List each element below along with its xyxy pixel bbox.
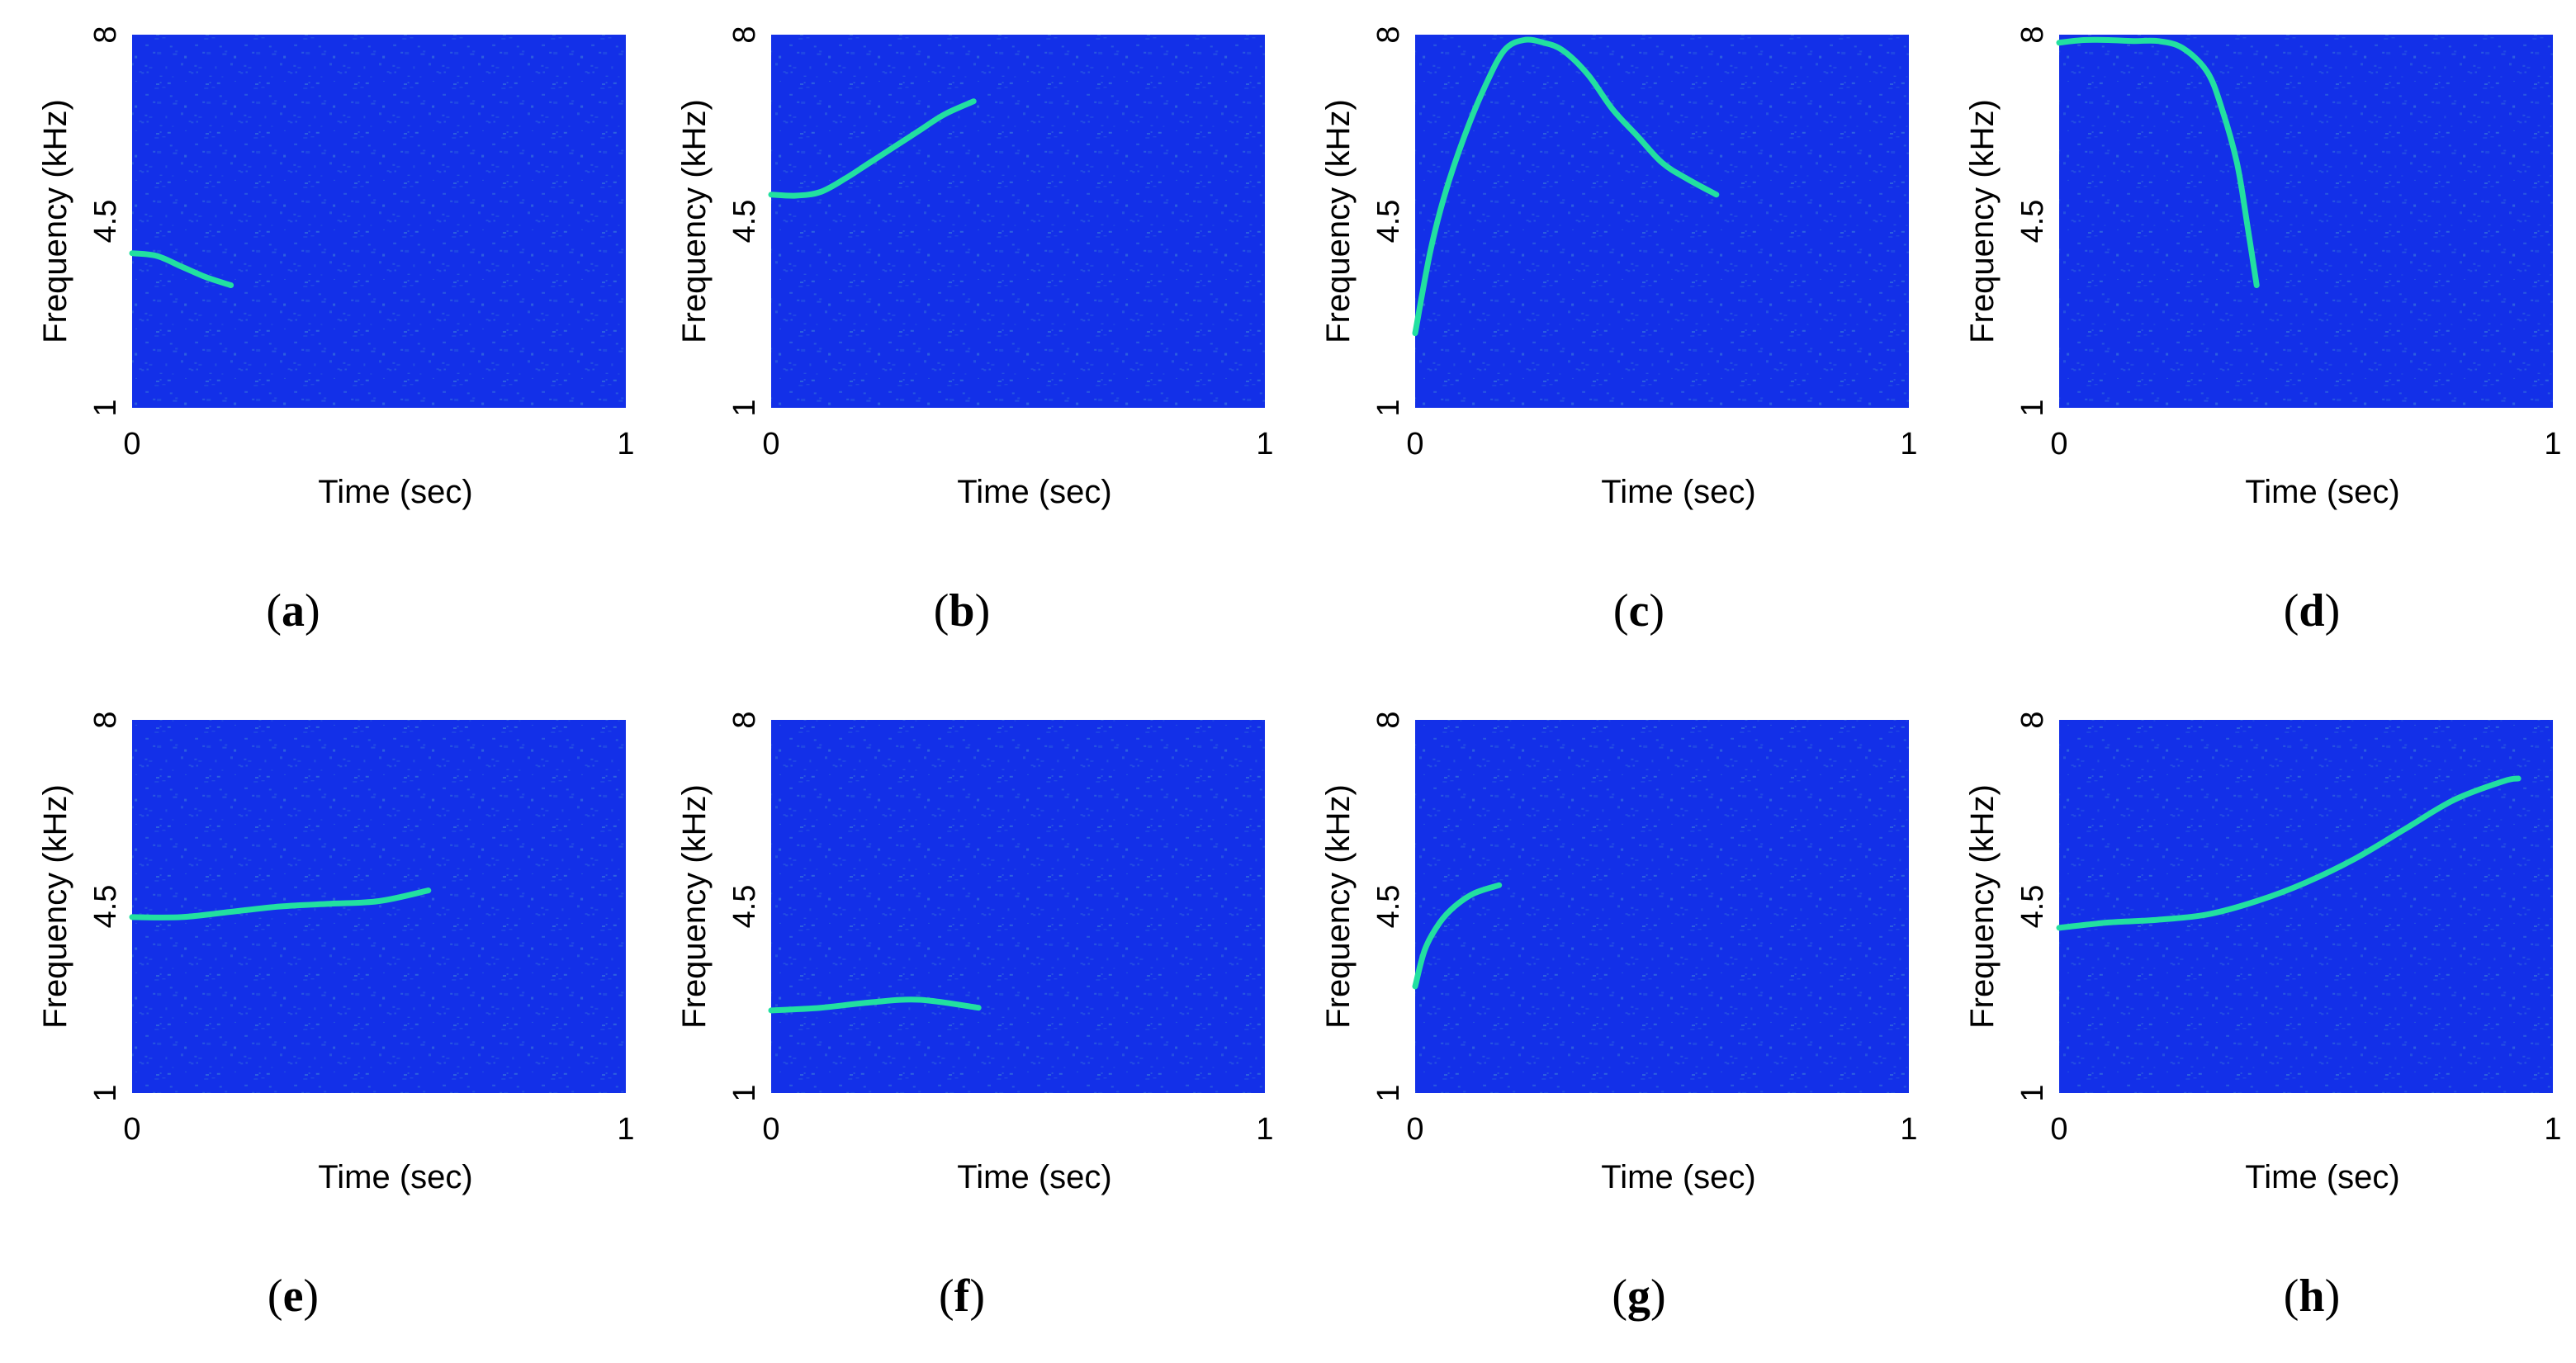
x-tick-label: 0 xyxy=(2050,1112,2067,1147)
y-tick-label: 4.5 xyxy=(1371,200,1406,244)
x-tick-label: 0 xyxy=(1406,1112,1423,1147)
y-tick-label: 1 xyxy=(727,399,762,416)
x-tick-label: 1 xyxy=(617,1112,634,1147)
whistle-contour-line xyxy=(1412,882,1503,990)
panel-label: (e) xyxy=(268,1271,319,1322)
y-tick-label: 4.5 xyxy=(1371,885,1406,929)
y-axis-label: Frequency (kHz) xyxy=(1320,784,1357,1029)
x-tick-label: 1 xyxy=(1256,1112,1273,1147)
spectrogram-background xyxy=(1415,720,1909,1093)
spectrogram-background xyxy=(2059,720,2553,1093)
x-axis-label: Time (sec) xyxy=(2245,1159,2399,1195)
y-tick-label: 1 xyxy=(2015,1084,2050,1101)
panel-label: (b) xyxy=(934,585,990,637)
y-tick-label: 1 xyxy=(727,1084,762,1101)
y-tick-label: 8 xyxy=(1371,26,1406,43)
panel-label: (c) xyxy=(1613,585,1664,637)
x-axis-label: Time (sec) xyxy=(318,474,472,510)
x-axis-label: Time (sec) xyxy=(2245,474,2399,510)
x-tick-label: 1 xyxy=(1256,427,1273,461)
x-axis-label: Time (sec) xyxy=(1601,474,1755,510)
x-tick-label: 0 xyxy=(2050,427,2067,461)
x-tick-label: 0 xyxy=(762,427,779,461)
x-axis-label: Time (sec) xyxy=(1601,1159,1755,1195)
spectrogram-background xyxy=(132,720,626,1093)
x-tick-label: 1 xyxy=(1900,427,1917,461)
y-axis-label: Frequency (kHz) xyxy=(1320,99,1357,343)
y-tick-label: 1 xyxy=(2015,399,2050,416)
y-tick-label: 4.5 xyxy=(88,885,123,929)
whistle-contour-line xyxy=(2056,775,2522,931)
panel-label: (h) xyxy=(2284,1271,2340,1322)
y-tick-label: 8 xyxy=(727,711,762,728)
y-tick-label: 1 xyxy=(88,1084,123,1101)
x-axis-label: Time (sec) xyxy=(957,474,1111,510)
panel-label: (g) xyxy=(1612,1271,1665,1322)
spectrogram-background xyxy=(132,35,626,408)
y-tick-label: 4.5 xyxy=(88,200,123,244)
y-tick-label: 8 xyxy=(88,26,123,43)
x-axis-label: Time (sec) xyxy=(957,1159,1111,1195)
y-tick-label: 4.5 xyxy=(727,200,762,244)
y-tick-label: 4.5 xyxy=(727,885,762,929)
spectrogram-background xyxy=(771,720,1265,1093)
x-tick-label: 0 xyxy=(123,1112,140,1147)
spectrogram-background xyxy=(1415,35,1909,408)
y-tick-label: 4.5 xyxy=(2015,200,2050,244)
x-tick-label: 1 xyxy=(2544,1112,2561,1147)
x-tick-label: 1 xyxy=(2544,427,2561,461)
y-axis-label: Frequency (kHz) xyxy=(1964,784,2001,1029)
x-tick-label: 0 xyxy=(762,1112,779,1147)
x-tick-label: 1 xyxy=(1900,1112,1917,1147)
y-axis-label: Frequency (kHz) xyxy=(37,784,73,1029)
spectrogram-background xyxy=(2059,35,2553,408)
y-tick-label: 8 xyxy=(727,26,762,43)
y-tick-label: 1 xyxy=(88,399,123,416)
panel-label: (f) xyxy=(939,1271,985,1322)
y-tick-label: 8 xyxy=(2015,711,2050,728)
y-tick-label: 4.5 xyxy=(2015,885,2050,929)
panel-label: (d) xyxy=(2284,585,2340,637)
y-tick-label: 1 xyxy=(1371,399,1406,416)
spectrogram-background xyxy=(771,35,1265,408)
x-tick-label: 0 xyxy=(1406,427,1423,461)
x-axis-label: Time (sec) xyxy=(318,1159,472,1195)
x-tick-label: 0 xyxy=(123,427,140,461)
y-axis-label: Frequency (kHz) xyxy=(37,99,73,343)
y-axis-label: Frequency (kHz) xyxy=(1964,99,2001,343)
y-tick-label: 8 xyxy=(2015,26,2050,43)
y-axis-label: Frequency (kHz) xyxy=(676,99,713,343)
y-tick-label: 1 xyxy=(1371,1084,1406,1101)
y-tick-label: 8 xyxy=(1371,711,1406,728)
y-axis-label: Frequency (kHz) xyxy=(676,784,713,1029)
whistle-contour-line xyxy=(2056,36,2260,288)
x-tick-label: 1 xyxy=(617,427,634,461)
panel-label: (a) xyxy=(266,585,320,637)
y-tick-label: 8 xyxy=(88,711,123,728)
